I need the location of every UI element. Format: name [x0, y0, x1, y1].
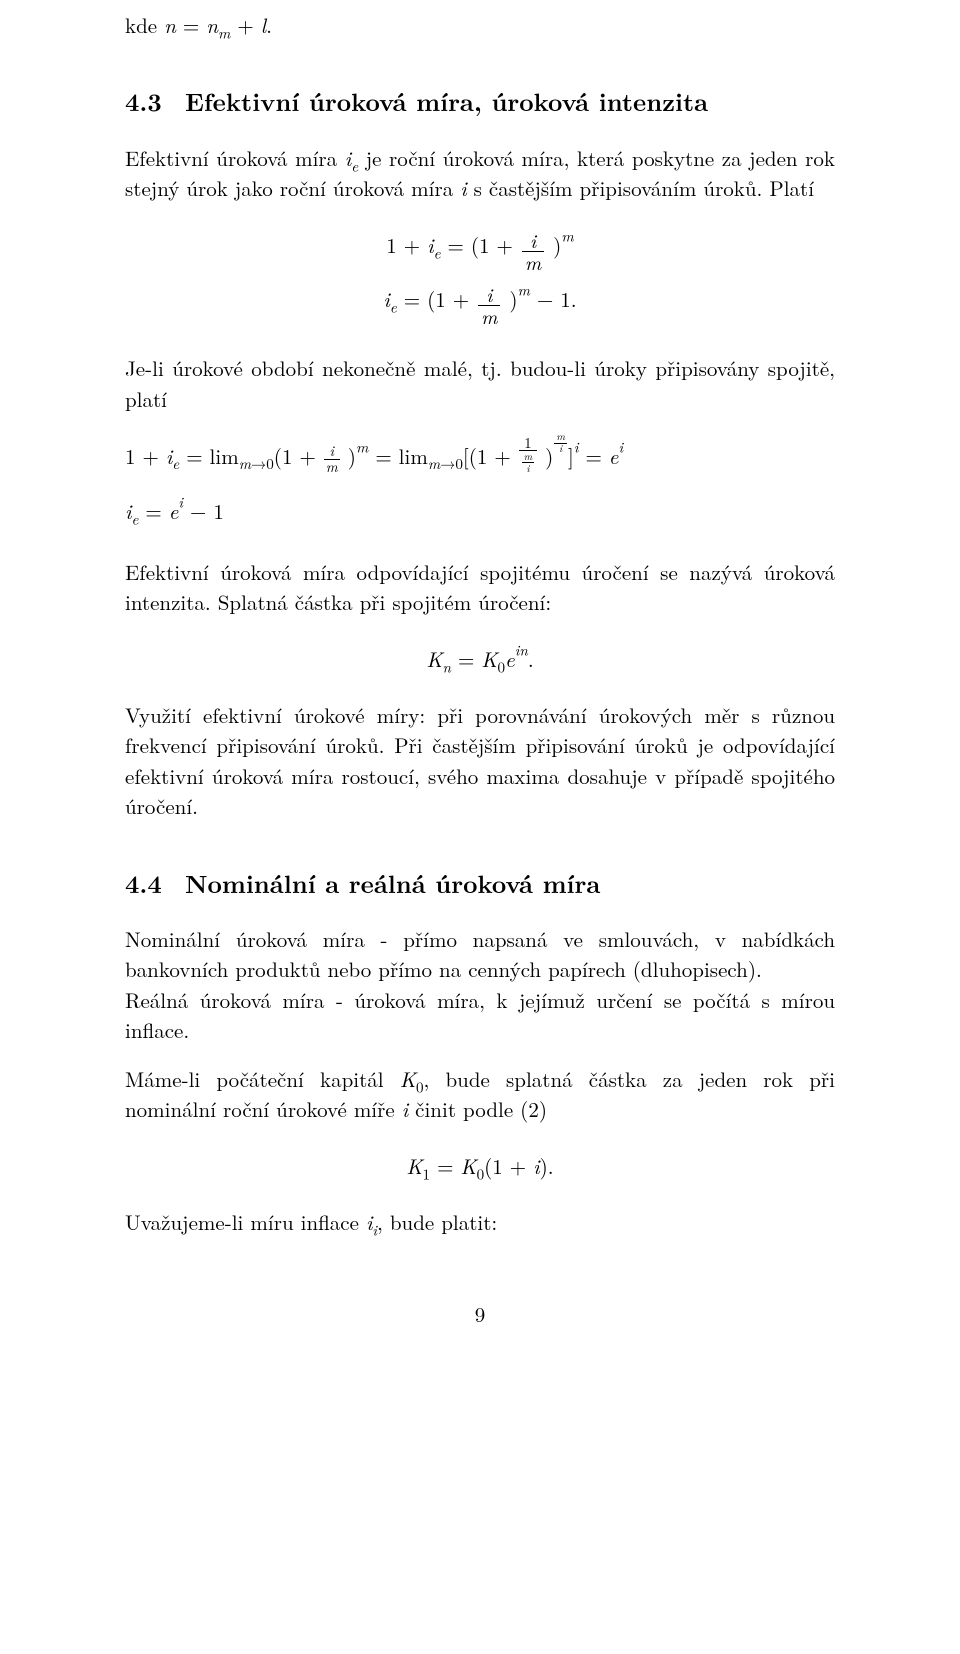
section-4-3-eq-5: Kn = K0ein. [125, 644, 835, 674]
section-4-4-title: Nominální a reálná úroková míra [185, 866, 600, 901]
section-4-3-heading: 4.3Efektivní úroková míra, úroková inten… [125, 84, 835, 120]
section-4-4-number: 4.4 [125, 866, 185, 902]
section-4-3-eq-4: ie = ei − 1 [125, 496, 835, 526]
section-4-3-eq-1: 1 + ie = (1 + im )m [125, 230, 835, 273]
section-4-3-eq-block-1: 1 + ie = (1 + im )m ie = (1 + im )m − 1. [125, 230, 835, 328]
section-4-3-number: 4.3 [125, 84, 185, 120]
section-4-3-para-1: Efektivní úroková míra ie je roční úroko… [125, 143, 835, 204]
section-4-3-para-2: Je-li úrokové období nekonečně malé, tj.… [125, 353, 835, 414]
section-4-4-para-1b: Reálná úroková míra - úroková míra, k je… [125, 985, 835, 1046]
section-4-3-eq-2: ie = (1 + im )m − 1. [125, 284, 835, 327]
section-4-4-eq-1: K1 = K0(1 + i). [125, 1151, 835, 1181]
section-4-3-title: Efektivní úroková míra, úroková intenzit… [185, 84, 708, 119]
section-4-4-para-2: Máme-li počáteční kapitál K0, bude splat… [125, 1064, 835, 1125]
section-4-3-eq-3: 1 + ie = limm→0(1 + im )m = limm→0[(1 + … [125, 432, 835, 474]
section-4-4-para-1a: Nominální úroková míra - přímo napsaná v… [125, 924, 835, 985]
section-4-4-para-3: Uvažujeme-li míru inflace ii, bude plati… [125, 1207, 835, 1237]
section-4-3-para-3: Efektivní úroková míra odpovídající spoj… [125, 557, 835, 618]
section-4-3-para-4: Využití efektivní úrokové míry: při poro… [125, 700, 835, 822]
section-4-4-heading: 4.4Nominální a reálná úroková míra [125, 866, 835, 902]
intro-line: kde n = nm + l. [125, 10, 835, 40]
page-number: 9 [125, 1299, 835, 1329]
